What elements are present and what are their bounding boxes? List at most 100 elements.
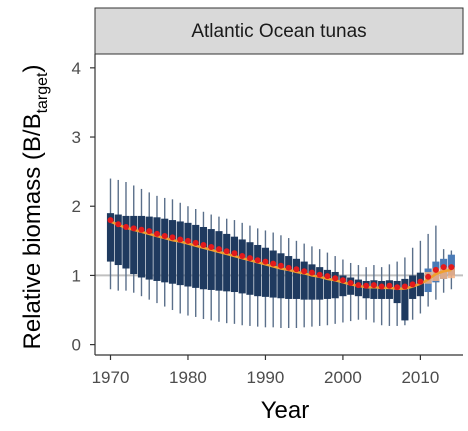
y-axis-title: Relative biomass (B/Btarget)	[19, 64, 51, 349]
box-1989	[254, 244, 262, 297]
median-point-1990	[262, 258, 269, 265]
y-tick-label-2: 2	[72, 197, 81, 216]
median-point-2009	[409, 281, 416, 288]
x-tick-label-1980: 1980	[169, 368, 207, 387]
median-point-1999	[332, 275, 339, 282]
median-point-1987	[239, 253, 246, 260]
median-point-1972	[122, 223, 129, 230]
plot-area	[95, 178, 463, 329]
x-tick-label-2000: 2000	[324, 368, 362, 387]
facet-strip	[94, 7, 464, 55]
box-1992	[277, 253, 285, 299]
box-1982	[199, 226, 208, 290]
median-point-1979	[177, 236, 184, 243]
median-point-1988	[246, 255, 253, 262]
box-1973	[130, 215, 138, 275]
median-point-1971	[115, 221, 122, 228]
median-point-2001	[347, 280, 354, 287]
median-point-1994	[293, 266, 300, 273]
box-1993	[285, 256, 293, 299]
box-1995	[300, 261, 308, 300]
box-1996	[308, 264, 316, 300]
box-1988	[246, 242, 254, 295]
box-1999	[331, 271, 339, 299]
median-point-1977	[161, 232, 168, 239]
median-point-2000	[339, 277, 346, 284]
median-point-2008	[401, 283, 408, 290]
band-2014	[447, 267, 455, 279]
median-point-1970	[107, 217, 114, 224]
median-point-2004	[370, 282, 377, 289]
median-point-1978	[169, 234, 176, 241]
y-tick-label-3: 3	[72, 128, 81, 147]
median-point-1986	[231, 250, 238, 257]
box-1972	[122, 215, 130, 269]
median-point-2014	[448, 264, 455, 271]
box-1998	[323, 269, 331, 299]
median-point-2006	[386, 282, 393, 289]
box-1977	[161, 218, 169, 283]
box-1987	[238, 239, 246, 294]
x-axis-title: Year	[261, 397, 310, 424]
box-2008	[401, 278, 409, 321]
median-point-1983	[208, 244, 215, 251]
box-2001	[347, 277, 355, 295]
box-2003	[362, 280, 370, 299]
median-point-1981	[192, 239, 199, 246]
median-point-1998	[324, 273, 331, 280]
box-1985	[223, 233, 231, 292]
facet-title: Atlantic Ocean tunas	[191, 21, 366, 42]
box-1984	[215, 231, 223, 291]
x-axis-ticks: 1970 1980 1990 2000 2010	[92, 355, 439, 387]
y-tick-label-1: 1	[72, 266, 81, 285]
y-axis-title-main: Relative biomass (B/B	[19, 113, 46, 349]
x-tick-label-1970: 1970	[92, 368, 130, 387]
median-point-1993	[285, 264, 292, 271]
box-1991	[269, 250, 277, 298]
boxplot-series	[106, 178, 455, 329]
box-1970	[106, 213, 115, 262]
box-2006	[385, 280, 393, 299]
box-1975	[145, 216, 153, 280]
median-point-2011	[425, 273, 432, 280]
median-point-1985	[223, 248, 230, 255]
box-2004	[370, 280, 378, 299]
median-point-1996	[308, 269, 315, 276]
median-point-1975	[146, 228, 153, 235]
box-2005	[378, 280, 386, 299]
median-point-1992	[277, 262, 284, 269]
box-2007	[393, 280, 401, 304]
median-point-1989	[254, 257, 261, 264]
median-point-2012	[432, 266, 439, 273]
median-point-1997	[316, 271, 323, 278]
median-point-1976	[153, 230, 160, 237]
box-1983	[207, 229, 215, 290]
median-point-1982	[200, 241, 207, 248]
box-1980	[184, 222, 192, 287]
box-1974	[137, 215, 146, 278]
box-1971	[114, 214, 122, 266]
median-point-1991	[270, 260, 277, 267]
box-1976	[153, 217, 161, 281]
box-1986	[230, 236, 239, 293]
y-axis-title-close: )	[19, 64, 46, 72]
median-point-1973	[130, 225, 137, 232]
box-1978	[168, 220, 177, 284]
y-axis-title-subscript: target	[34, 72, 51, 113]
box-2000	[339, 275, 347, 297]
median-point-2010	[417, 278, 424, 285]
y-tick-label-4: 4	[72, 59, 81, 78]
median-point-1984	[215, 246, 222, 253]
median-points	[107, 217, 455, 291]
box-1997	[316, 267, 324, 300]
box-1981	[192, 224, 200, 288]
median-point-1995	[301, 268, 308, 275]
box-1994	[292, 258, 300, 299]
median-point-2013	[440, 264, 447, 271]
median-point-2002	[355, 282, 362, 289]
median-point-2005	[378, 283, 385, 290]
median-point-2003	[363, 282, 370, 289]
box-1990	[261, 247, 270, 297]
x-tick-label-2010: 2010	[401, 368, 439, 387]
